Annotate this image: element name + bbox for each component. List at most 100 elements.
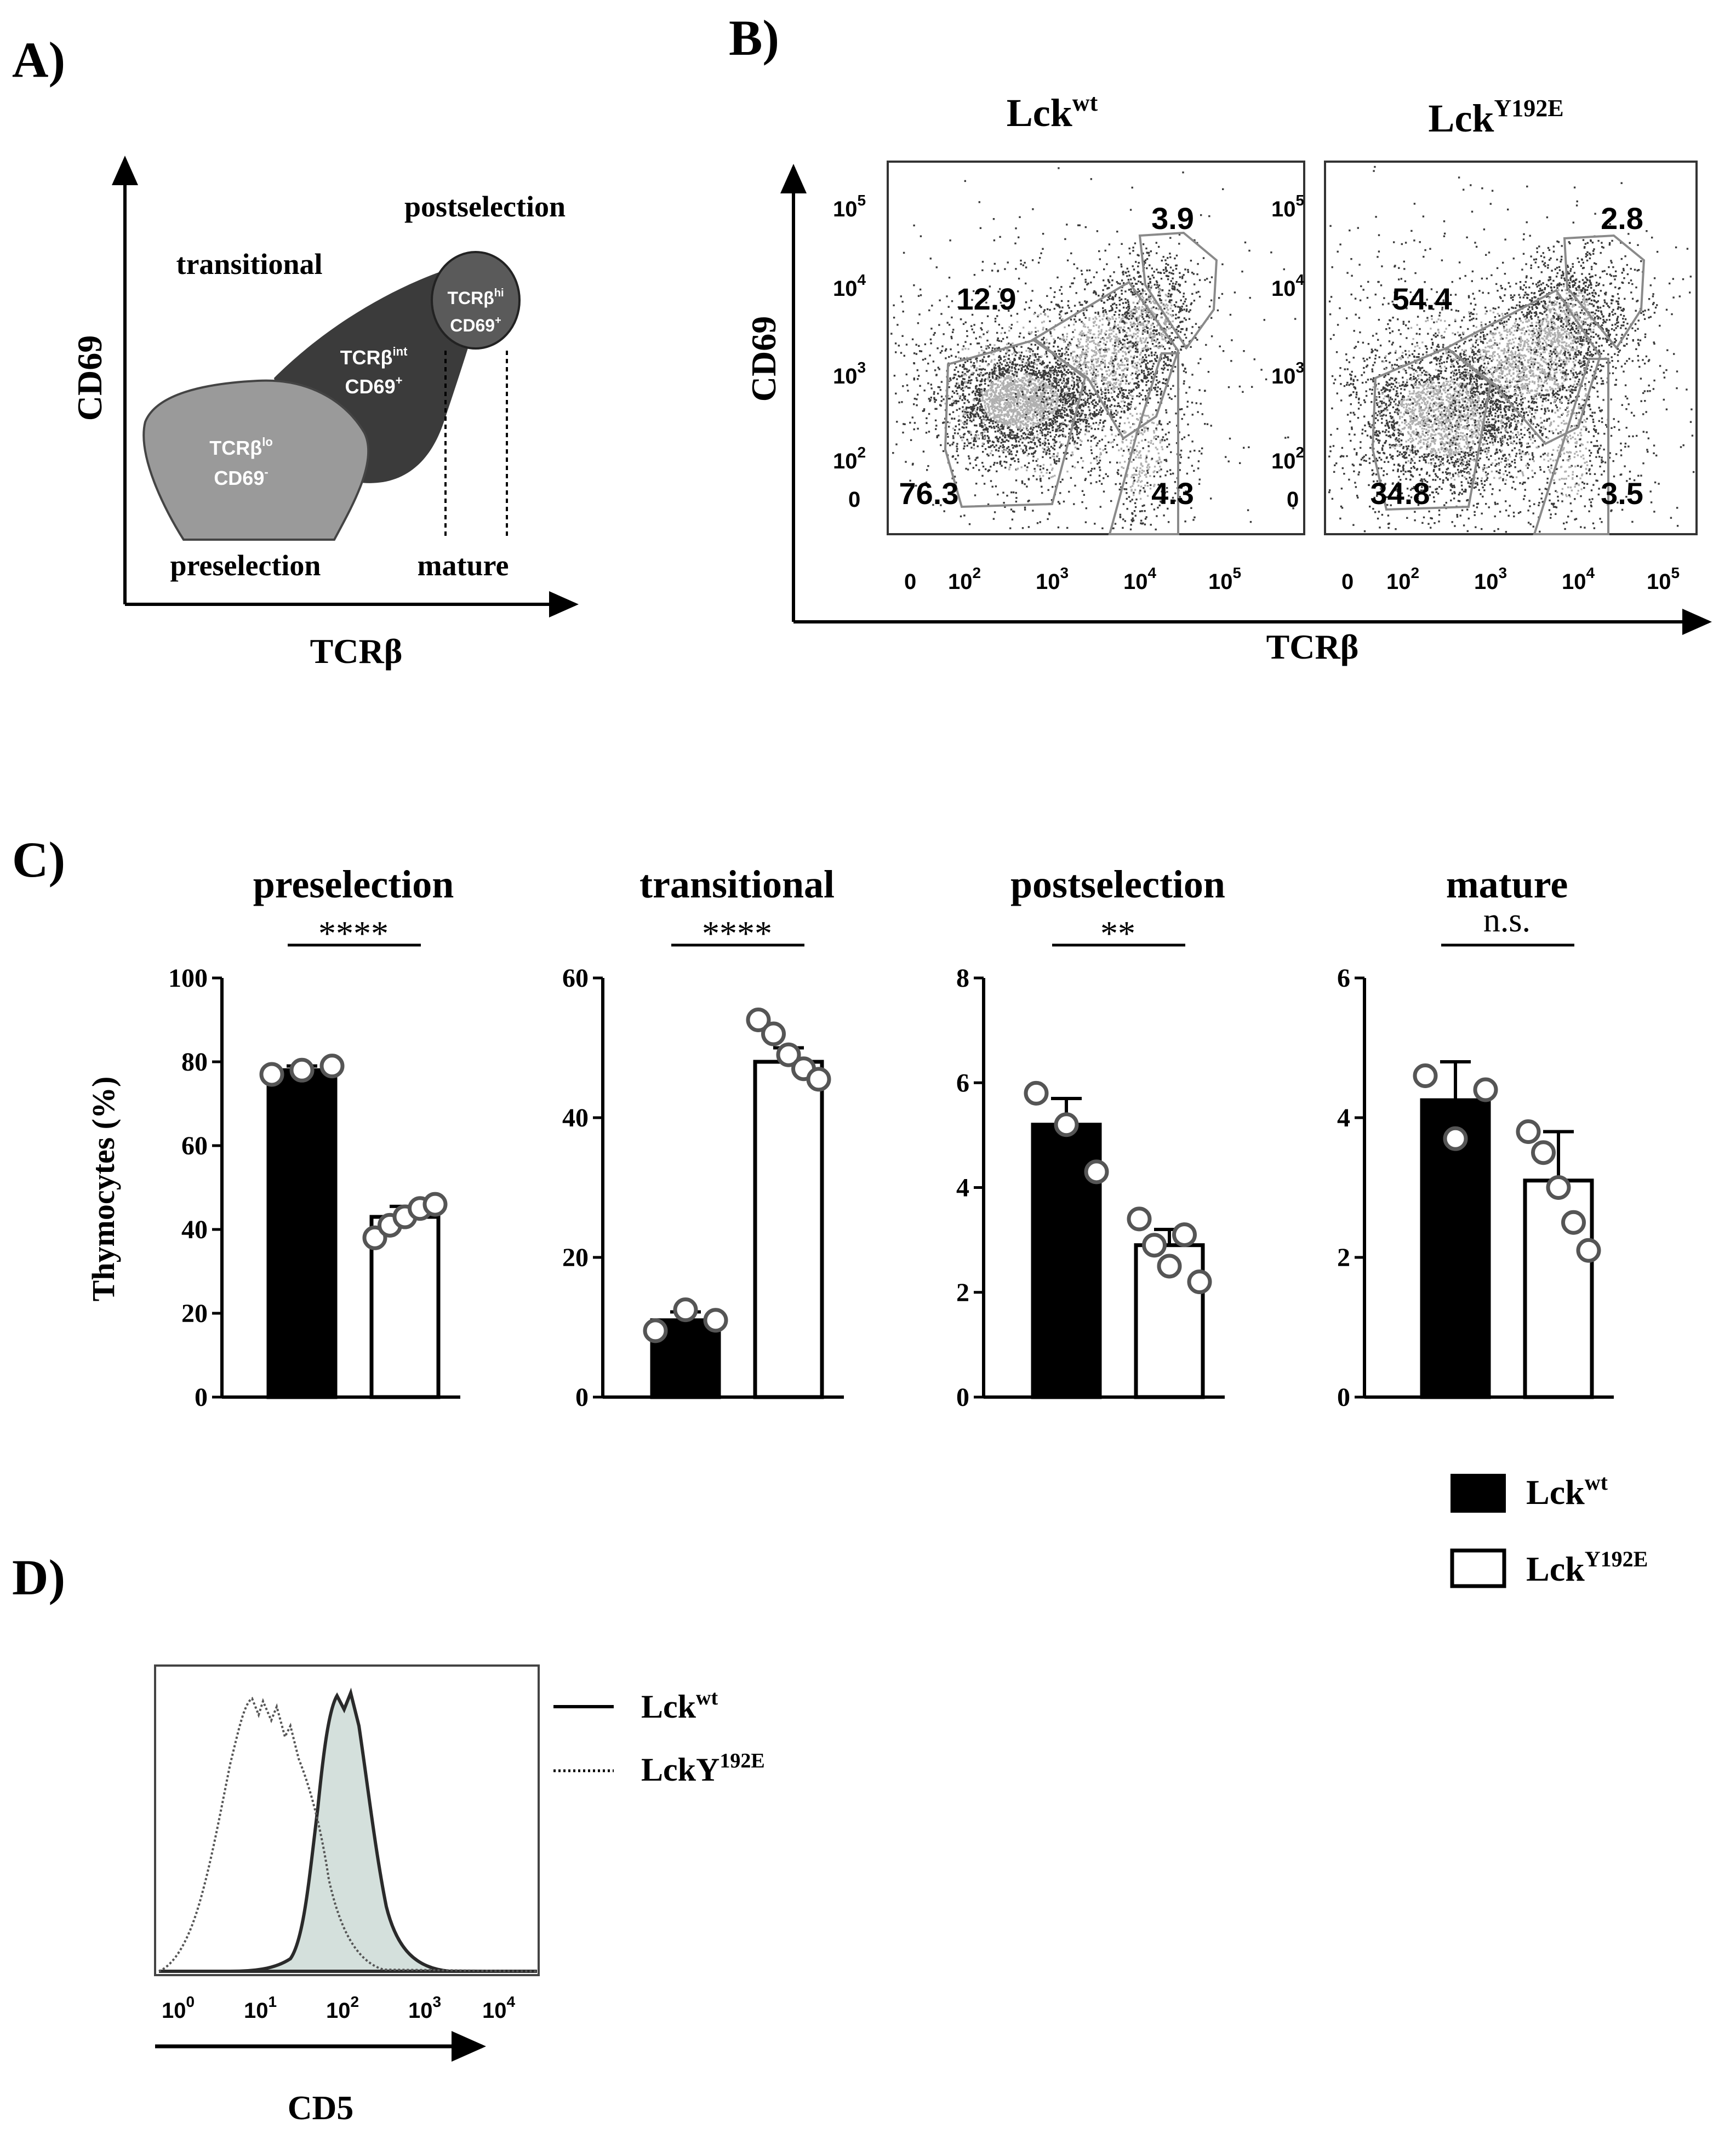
flow-event-dot xyxy=(996,402,998,404)
flow-event-dot xyxy=(997,408,999,410)
flow-event-dot xyxy=(988,397,990,399)
flow-event-dot xyxy=(999,394,1001,396)
flow-event-dot xyxy=(1204,279,1206,281)
flow-event-dot xyxy=(998,364,1001,367)
flow-event-dot xyxy=(1092,333,1095,335)
flow-event-dot xyxy=(1172,282,1174,285)
flow-event-dot xyxy=(1141,523,1143,525)
flow-event-dot xyxy=(1070,454,1072,456)
flow-event-dot xyxy=(1025,379,1027,382)
flow-event-dot xyxy=(1127,417,1129,420)
flow-event-dot xyxy=(1167,507,1169,510)
flow-event-dot xyxy=(1054,380,1056,382)
flow-event-dot xyxy=(1035,377,1037,380)
flow-event-dot xyxy=(1099,355,1101,357)
flow-event-dot xyxy=(1117,341,1120,343)
flow-event-dot xyxy=(1014,438,1017,440)
flow-event-dot xyxy=(1160,302,1162,304)
flow-event-dot xyxy=(913,362,915,364)
flow-event-dot xyxy=(1038,371,1040,374)
flow-event-dot xyxy=(1066,224,1068,226)
flow-event-dot xyxy=(974,398,976,400)
flow-event-dot xyxy=(1020,346,1023,348)
flow-event-dot xyxy=(1037,398,1040,401)
flow-event-dot xyxy=(987,364,989,367)
flow-event-dot xyxy=(1031,431,1033,433)
flow-event-dot xyxy=(1060,388,1063,391)
flow-event-dot xyxy=(1013,374,1015,376)
flow-event-dot xyxy=(1098,456,1101,459)
flow-event-dot xyxy=(1134,323,1137,325)
flow-event-dot xyxy=(1027,398,1030,401)
flow-event-dot xyxy=(1090,363,1093,365)
flow-event-dot xyxy=(1111,362,1114,364)
flow-event-dot xyxy=(966,421,968,423)
flow-event-dot xyxy=(1167,364,1169,367)
flow-event-dot xyxy=(1083,419,1086,421)
flow-event-dot xyxy=(1006,393,1009,395)
flow-event-dot xyxy=(993,416,996,419)
flow-event-dot xyxy=(1167,278,1169,281)
flow-event-dot xyxy=(1137,351,1139,353)
flow-event-dot xyxy=(1073,442,1076,444)
flow-event-dot xyxy=(1072,418,1074,420)
flow-event-dot xyxy=(1136,307,1138,309)
flow-event-dot xyxy=(1030,369,1032,371)
flow-event-dot xyxy=(1166,306,1168,309)
flow-event-dot xyxy=(1097,345,1100,347)
flow-event-dot xyxy=(991,388,993,391)
flow-event-dot xyxy=(957,386,960,388)
flow-event-dot xyxy=(1037,413,1040,415)
flow-event-dot xyxy=(1086,370,1088,373)
flow-event-dot xyxy=(1024,506,1026,509)
flow-event-dot xyxy=(1146,362,1149,364)
flow-event-dot xyxy=(1035,331,1037,333)
flow-event-dot xyxy=(1026,400,1028,403)
flow-event-dot xyxy=(1031,399,1033,402)
flow-event-dot xyxy=(1077,376,1079,378)
flow-event-dot xyxy=(1110,413,1112,415)
flow-event-dot xyxy=(957,454,960,457)
flow-event-dot xyxy=(999,362,1001,364)
flow-event-dot xyxy=(1015,268,1017,270)
flow-event-dot xyxy=(1161,490,1163,493)
flow-event-dot xyxy=(1015,396,1017,398)
flow-event-dot xyxy=(959,397,961,399)
flow-event-dot xyxy=(973,419,975,421)
flow-event-dot xyxy=(1122,395,1124,398)
flow-event-dot xyxy=(1060,390,1063,392)
flow-event-dot xyxy=(1060,445,1062,447)
flow-event-dot xyxy=(1166,487,1168,489)
flow-event-dot xyxy=(1206,278,1208,280)
flow-event-dot xyxy=(1124,346,1127,348)
flow-event-dot xyxy=(940,400,943,402)
flow-event-dot xyxy=(1129,341,1132,343)
flow-event-dot xyxy=(1128,305,1130,307)
flow-event-dot xyxy=(1059,363,1061,366)
flow-event-dot xyxy=(1025,419,1027,421)
flow-event-dot xyxy=(1019,422,1021,424)
flow-event-dot xyxy=(1010,392,1013,394)
flow-event-dot xyxy=(1039,362,1041,365)
flow-event-dot xyxy=(1141,350,1144,352)
flow-event-dot xyxy=(1123,488,1126,490)
flow-event-dot xyxy=(1148,368,1150,370)
flow-event-dot xyxy=(1076,429,1078,431)
flow-event-dot xyxy=(1018,396,1020,398)
flow-event-dot xyxy=(1187,268,1189,271)
flow-event-dot xyxy=(1132,519,1135,522)
flow-event-dot xyxy=(1089,329,1091,331)
flow-event-dot xyxy=(997,428,1000,431)
flow-event-dot xyxy=(1117,346,1120,348)
flow-event-dot xyxy=(1145,455,1147,457)
flow-event-dot xyxy=(1021,405,1024,408)
flow-event-dot xyxy=(1135,386,1137,388)
flow-event-dot xyxy=(947,442,949,444)
flow-event-dot xyxy=(1098,462,1100,464)
flow-event-dot xyxy=(964,416,966,419)
flow-event-dot xyxy=(1010,458,1013,460)
flow-event-dot xyxy=(1072,403,1075,405)
flow-event-dot xyxy=(1042,425,1044,427)
flow-event-dot xyxy=(1125,439,1128,441)
flow-event-dot xyxy=(997,290,1000,293)
